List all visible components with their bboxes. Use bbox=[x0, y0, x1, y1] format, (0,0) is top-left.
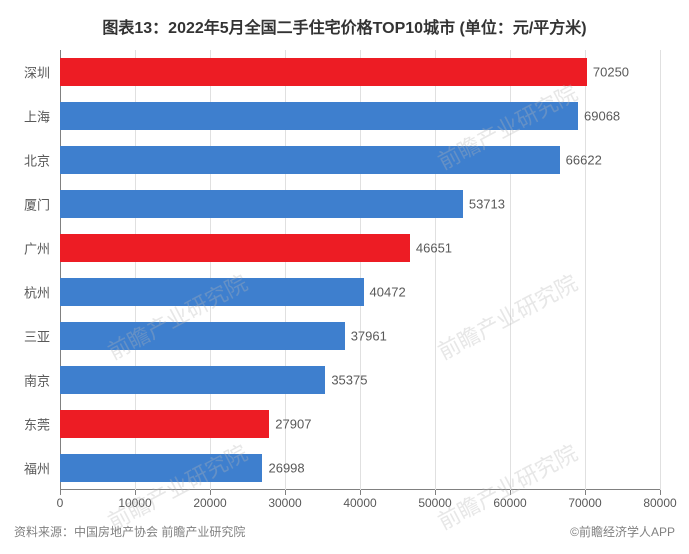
bar-value-label: 40472 bbox=[370, 284, 406, 299]
x-tick-mark bbox=[135, 490, 136, 495]
category-label: 杭州 bbox=[24, 283, 50, 302]
bar-row: 46651 bbox=[60, 234, 410, 261]
chart-container: 图表13：2022年5月全国二手住宅价格TOP10城市 (单位：元/平方米) 0… bbox=[0, 0, 689, 554]
bar-row: 35375 bbox=[60, 366, 325, 393]
x-tick-label: 60000 bbox=[493, 496, 526, 510]
grid-line bbox=[660, 50, 661, 490]
category-label: 东莞 bbox=[24, 415, 50, 434]
category-label: 福州 bbox=[24, 459, 50, 478]
category-label: 三亚 bbox=[24, 327, 50, 346]
category-label: 南京 bbox=[24, 371, 50, 390]
bar: 35375 bbox=[60, 366, 325, 393]
bar-row: 66622 bbox=[60, 146, 560, 173]
bar: 40472 bbox=[60, 278, 364, 305]
bar-row: 37961 bbox=[60, 322, 345, 349]
x-tick-label: 50000 bbox=[418, 496, 451, 510]
bar-value-label: 53713 bbox=[469, 196, 505, 211]
category-label: 北京 bbox=[24, 151, 50, 170]
x-tick-mark bbox=[285, 490, 286, 495]
x-tick-mark bbox=[660, 490, 661, 495]
x-tick-label: 70000 bbox=[568, 496, 601, 510]
plot-area: 0100002000030000400005000060000700008000… bbox=[60, 50, 660, 490]
x-tick-mark bbox=[360, 490, 361, 495]
bar-value-label: 27907 bbox=[275, 416, 311, 431]
app-credit: ©前瞻经济学人APP bbox=[570, 523, 675, 540]
bar-row: 53713 bbox=[60, 190, 463, 217]
bar: 53713 bbox=[60, 190, 463, 217]
x-tick-mark bbox=[510, 490, 511, 495]
bar-value-label: 66622 bbox=[566, 152, 602, 167]
x-tick-mark bbox=[585, 490, 586, 495]
bar-row: 70250 bbox=[60, 58, 587, 85]
category-label: 深圳 bbox=[24, 63, 50, 82]
x-tick-label: 20000 bbox=[193, 496, 226, 510]
x-tick-label: 80000 bbox=[643, 496, 676, 510]
bar-value-label: 35375 bbox=[331, 372, 367, 387]
bar: 66622 bbox=[60, 146, 560, 173]
category-label: 广州 bbox=[24, 239, 50, 258]
x-tick-mark bbox=[435, 490, 436, 495]
x-tick-label: 0 bbox=[57, 496, 64, 510]
bar-value-label: 37961 bbox=[351, 328, 387, 343]
x-tick-mark bbox=[60, 490, 61, 495]
bar-row: 27907 bbox=[60, 410, 269, 437]
category-label: 上海 bbox=[24, 107, 50, 126]
bar: 26998 bbox=[60, 454, 262, 481]
bar: 69068 bbox=[60, 102, 578, 129]
bar: 70250 bbox=[60, 58, 587, 85]
bar-value-label: 69068 bbox=[584, 108, 620, 123]
x-tick-label: 30000 bbox=[268, 496, 301, 510]
bar-value-label: 70250 bbox=[593, 64, 629, 79]
bar-value-label: 46651 bbox=[416, 240, 452, 255]
chart-title: 图表13：2022年5月全国二手住宅价格TOP10城市 (单位：元/平方米) bbox=[0, 0, 689, 46]
bar-row: 26998 bbox=[60, 454, 262, 481]
bar: 46651 bbox=[60, 234, 410, 261]
bar-row: 40472 bbox=[60, 278, 364, 305]
x-tick-label: 10000 bbox=[118, 496, 151, 510]
bar-row: 69068 bbox=[60, 102, 578, 129]
bar: 27907 bbox=[60, 410, 269, 437]
source-label: 资料来源：中国房地产协会 前瞻产业研究院 bbox=[14, 523, 245, 540]
bar-value-label: 26998 bbox=[268, 460, 304, 475]
category-label: 厦门 bbox=[24, 195, 50, 214]
bar: 37961 bbox=[60, 322, 345, 349]
x-tick-mark bbox=[210, 490, 211, 495]
x-tick-label: 40000 bbox=[343, 496, 376, 510]
